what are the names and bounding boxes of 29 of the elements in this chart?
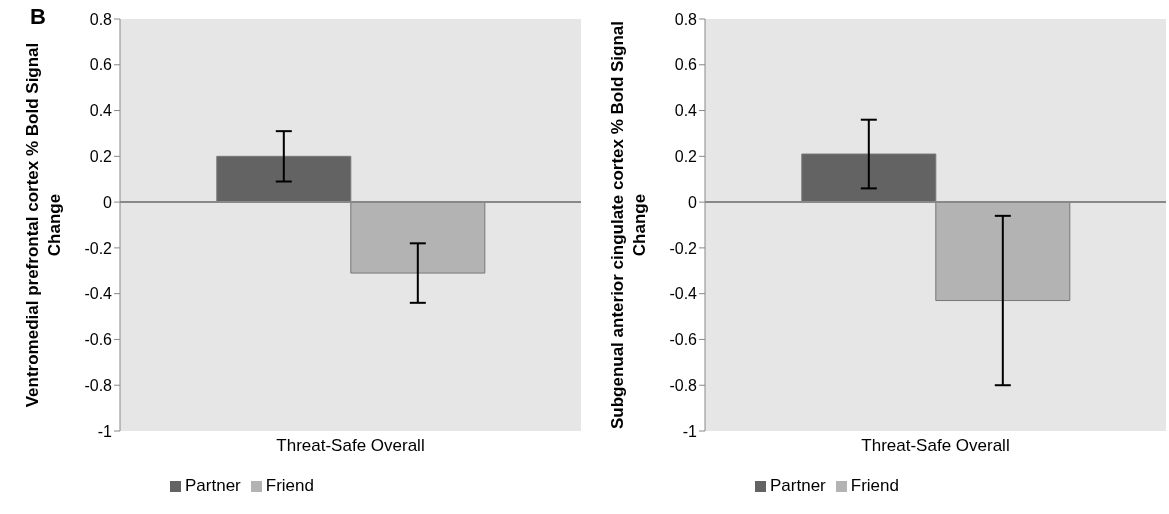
- x-tick-label: Threat-Safe Overall: [861, 436, 1010, 456]
- y-tick-label: -0.6: [669, 331, 698, 349]
- y-tick-label: -0.2: [669, 239, 698, 257]
- y-tick-label: -0.4: [669, 285, 698, 303]
- y-tick-label: 0.4: [89, 102, 113, 120]
- legend-label: Friend: [265, 476, 314, 495]
- y-tick-label: 0: [688, 193, 698, 211]
- legend-label: Friend: [850, 476, 899, 495]
- y-tick-label: -1: [97, 422, 113, 440]
- x-tick-label: Threat-Safe Overall: [276, 436, 425, 456]
- y-tick-label: 0.2: [674, 148, 698, 166]
- text: B: [30, 4, 46, 30]
- y-tick-label: -0.4: [84, 285, 113, 303]
- legend-label: Partner: [770, 476, 826, 495]
- y-tick-label: -0.8: [84, 376, 113, 394]
- y-tick-label: 0.8: [89, 10, 113, 28]
- y-axis-title: Ventromedial prefrontal cortex % Bold Signal Change: [23, 42, 64, 408]
- y-tick-label: 0.6: [89, 56, 113, 74]
- legend-label: Partner: [185, 476, 241, 495]
- y-tick-label: -1: [682, 422, 698, 440]
- y-tick-label: -0.2: [84, 239, 113, 257]
- y-tick-label: -0.8: [669, 376, 698, 394]
- y-tick-label: 0.8: [674, 10, 698, 28]
- y-tick-label: 0: [103, 193, 113, 211]
- y-axis-title: Subgenual anterior cingulate cortex % Bold Signal Change: [607, 20, 650, 430]
- y-tick-label: 0.4: [674, 102, 698, 120]
- y-tick-label: -0.6: [84, 331, 113, 349]
- y-tick-label: 0.2: [89, 148, 113, 166]
- y-tick-label: 0.6: [674, 56, 698, 74]
